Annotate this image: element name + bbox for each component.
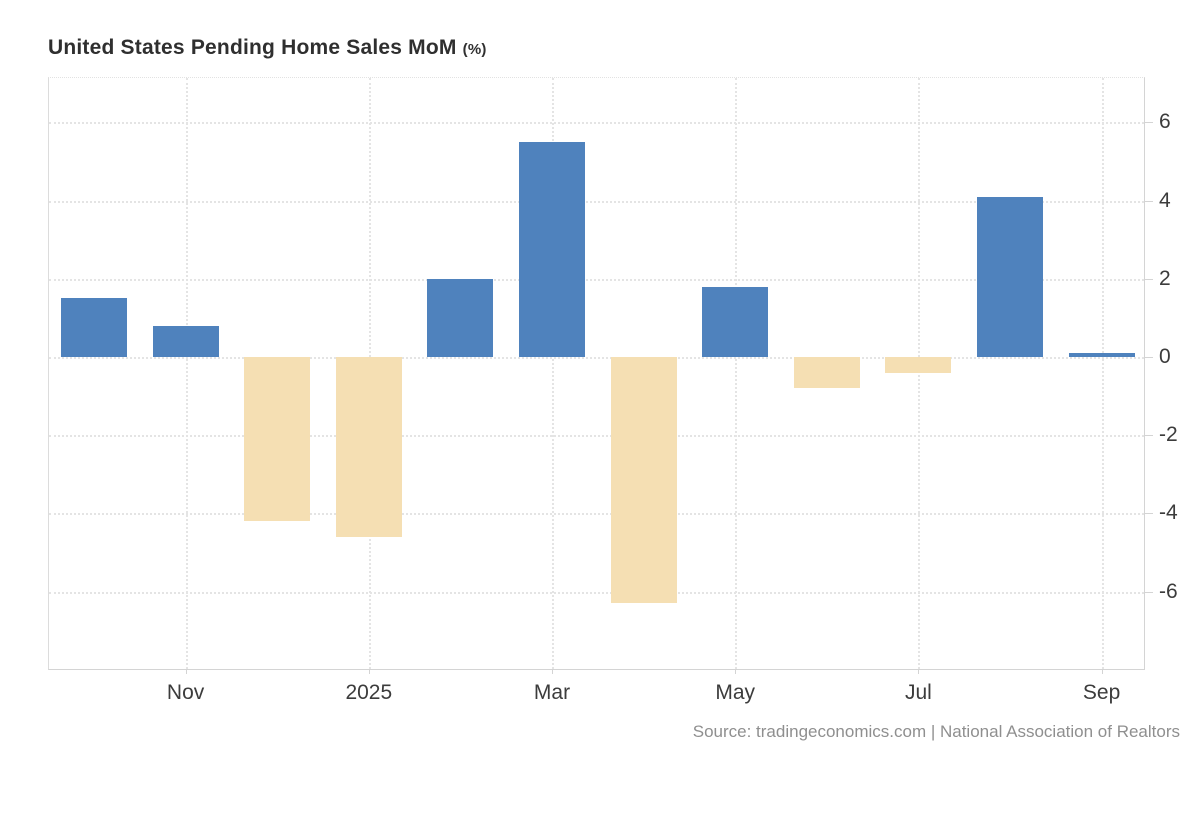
bar-feb-2025[interactable]	[427, 278, 494, 357]
y-axis-tick	[1145, 513, 1153, 515]
y-gridline	[49, 357, 1144, 359]
y-axis-tick	[1145, 278, 1153, 280]
x-axis-label: May	[715, 681, 756, 704]
y-gridline	[49, 200, 1144, 203]
y-axis-tick	[1145, 435, 1153, 437]
bar-oct-2024[interactable]	[61, 298, 127, 357]
x-axis-tick	[1101, 669, 1103, 674]
y-axis-tick	[1145, 591, 1153, 593]
y-gridline	[49, 591, 1144, 594]
y-axis-tick	[1145, 357, 1153, 358]
y-gridline	[49, 278, 1144, 281]
y-axis-label: 4	[1159, 188, 1171, 212]
x-axis-label: Sep	[1082, 681, 1121, 704]
x-gridline	[185, 78, 188, 669]
bar-aug-2025[interactable]	[977, 196, 1043, 357]
chart-title-text: United States Pending Home Sales MoM	[48, 36, 457, 59]
y-axis-label: 0	[1159, 345, 1171, 368]
x-gridline	[1101, 78, 1104, 669]
x-gridline	[552, 78, 554, 669]
x-axis-label: Mar	[533, 681, 571, 704]
x-axis-label: Jul	[904, 681, 932, 704]
chart-title-unit: (%)	[462, 41, 487, 58]
x-axis-tick	[368, 669, 370, 674]
y-axis-label: 6	[1159, 110, 1171, 134]
x-axis-tick	[735, 669, 737, 674]
bar-may-2025[interactable]	[702, 286, 769, 357]
x-axis-tick	[552, 669, 553, 674]
x-axis-tick	[918, 669, 920, 674]
chart-title: United States Pending Home Sales MoM (%)	[48, 36, 487, 60]
bar-jun-2025[interactable]	[793, 357, 860, 389]
y-axis-label: 2	[1159, 266, 1171, 290]
y-axis-tick	[1145, 122, 1153, 124]
bar-apr-2025[interactable]	[610, 357, 677, 604]
bar-nov-2024[interactable]	[152, 325, 219, 357]
x-axis-label: Nov	[166, 681, 205, 704]
y-axis-label: -6	[1159, 579, 1178, 603]
y-gridline	[49, 513, 1144, 516]
bar-jan-2025[interactable]	[335, 357, 402, 537]
x-axis-label: 2025	[345, 681, 393, 704]
y-axis-tick	[1145, 200, 1153, 202]
x-gridline	[735, 78, 738, 669]
x-axis-tick	[185, 669, 187, 674]
x-gridline	[918, 78, 921, 669]
y-axis-label: -4	[1159, 501, 1178, 525]
bar-sep-2025[interactable]	[1068, 353, 1135, 357]
bar-dec-2024[interactable]	[244, 357, 311, 522]
source-attribution: Source: tradingeconomics.com | National …	[692, 722, 1180, 741]
y-axis-label: -2	[1159, 423, 1178, 447]
bar-mar-2025[interactable]	[519, 141, 585, 357]
bar-jul-2025[interactable]	[885, 357, 952, 373]
y-gridline	[49, 122, 1144, 125]
y-gridline	[49, 435, 1144, 438]
plot-area[interactable]: 6 4 2 0 -2 -4 -6 Nov 2025 Mar May Jul Sep	[48, 77, 1178, 704]
